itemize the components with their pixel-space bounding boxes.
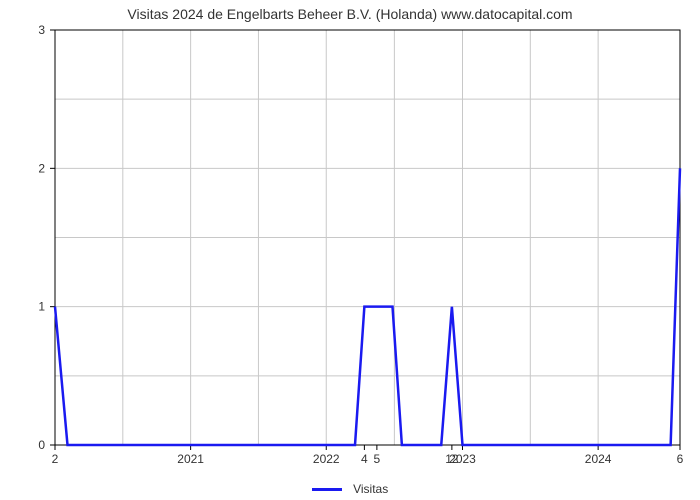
y-axis: 0 1 2 3	[38, 23, 55, 452]
x-tick-label: 2023	[449, 452, 476, 466]
y-tick-label: 3	[38, 23, 45, 37]
x-tick-label: 5	[374, 452, 381, 466]
chart-svg: 0 1 2 3 2 2021 2022 45 1 2 2023 2024 6	[0, 0, 700, 500]
x-tick-label: 6	[677, 452, 684, 466]
x-tick-label: 4	[361, 452, 368, 466]
x-tick-label: 2022	[313, 452, 340, 466]
y-tick-label: 0	[38, 438, 45, 452]
y-tick-label: 1	[38, 300, 45, 314]
y-tick-label: 2	[38, 161, 45, 175]
x-tick-label: 2024	[585, 452, 612, 466]
legend-swatch	[312, 488, 342, 491]
x-tick-label: 2021	[177, 452, 204, 466]
chart-title: Visitas 2024 de Engelbarts Beheer B.V. (…	[0, 6, 700, 22]
legend: Visitas	[0, 482, 700, 496]
x-tick-label: 2	[52, 452, 59, 466]
legend-label: Visitas	[353, 482, 388, 496]
x-axis: 2202120224512202320246	[52, 445, 684, 466]
grid-horizontal	[55, 30, 680, 445]
chart-container: Visitas 2024 de Engelbarts Beheer B.V. (…	[0, 0, 700, 500]
